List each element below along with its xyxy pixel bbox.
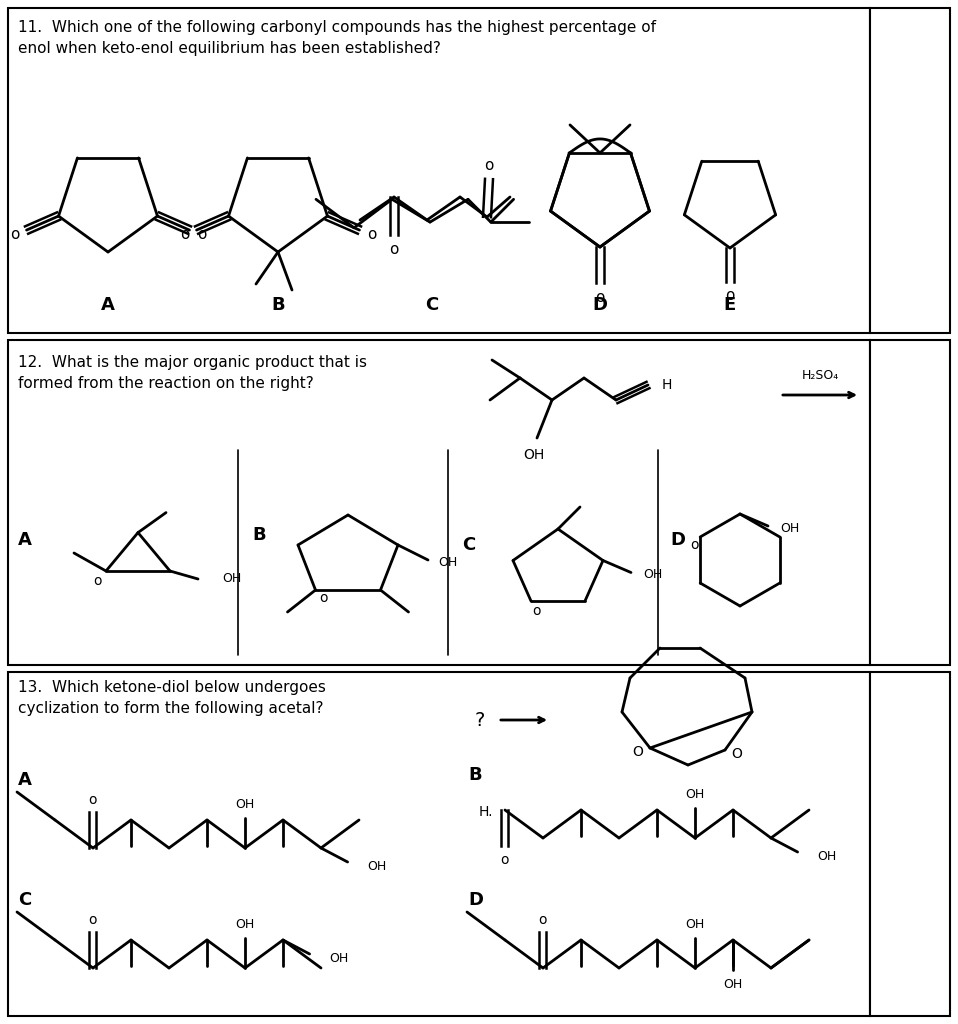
- Text: 12.  What is the major organic product that is
formed from the reaction on the r: 12. What is the major organic product th…: [18, 355, 367, 391]
- Text: OH: OH: [236, 919, 255, 932]
- Bar: [8, 8, 870, 333]
- Text: D: D: [592, 296, 607, 314]
- Text: ?: ?: [475, 711, 485, 729]
- Text: E: E: [724, 296, 736, 314]
- Text: OH: OH: [685, 788, 705, 802]
- Text: C: C: [18, 891, 32, 909]
- Text: OH: OH: [817, 851, 837, 863]
- Text: OH: OH: [330, 952, 349, 966]
- Text: o: o: [196, 226, 206, 242]
- Text: H.: H.: [478, 805, 493, 819]
- Text: 13.  Which ketone-diol below undergoes
cyclization to form the following acetal?: 13. Which ketone-diol below undergoes cy…: [18, 680, 326, 716]
- Text: o: o: [595, 290, 604, 304]
- Text: D: D: [670, 531, 685, 549]
- Text: OH: OH: [685, 919, 705, 932]
- Text: C: C: [462, 536, 475, 554]
- Text: OH: OH: [439, 556, 458, 569]
- Text: B: B: [252, 526, 265, 544]
- Text: o: o: [94, 574, 103, 588]
- Text: OH: OH: [644, 568, 663, 581]
- Text: OH: OH: [781, 521, 800, 535]
- Text: H: H: [662, 378, 673, 392]
- Text: B: B: [468, 766, 482, 784]
- Text: H₂SO₄: H₂SO₄: [802, 369, 838, 382]
- Text: A: A: [18, 531, 32, 549]
- Text: O: O: [632, 745, 644, 759]
- Text: o: o: [501, 853, 510, 867]
- Text: o: o: [180, 226, 190, 242]
- Text: o: o: [319, 591, 328, 605]
- Bar: [8, 672, 870, 1016]
- Text: A: A: [101, 296, 115, 314]
- Text: o: o: [389, 242, 399, 256]
- Text: OH: OH: [723, 978, 742, 990]
- Bar: [870, 340, 950, 665]
- Text: OH: OH: [523, 449, 545, 462]
- Text: o: o: [10, 226, 19, 242]
- Text: o: o: [538, 913, 547, 927]
- Text: o: o: [725, 289, 735, 303]
- Text: o: o: [485, 158, 493, 172]
- Text: o: o: [89, 793, 98, 807]
- Text: o: o: [89, 913, 98, 927]
- Text: C: C: [425, 296, 439, 314]
- Text: o: o: [367, 226, 376, 242]
- Text: OH: OH: [368, 860, 387, 873]
- Bar: [8, 340, 870, 665]
- Text: o: o: [690, 538, 698, 552]
- Text: OH: OH: [236, 799, 255, 811]
- Bar: [870, 672, 950, 1016]
- Text: OH: OH: [222, 572, 241, 586]
- Bar: [870, 8, 950, 333]
- Text: o: o: [533, 604, 541, 618]
- Text: B: B: [271, 296, 285, 314]
- Text: D: D: [468, 891, 483, 909]
- Text: 11.  Which one of the following carbonyl compounds has the highest percentage of: 11. Which one of the following carbonyl …: [18, 20, 656, 56]
- Text: O: O: [732, 746, 742, 761]
- Text: A: A: [18, 771, 32, 790]
